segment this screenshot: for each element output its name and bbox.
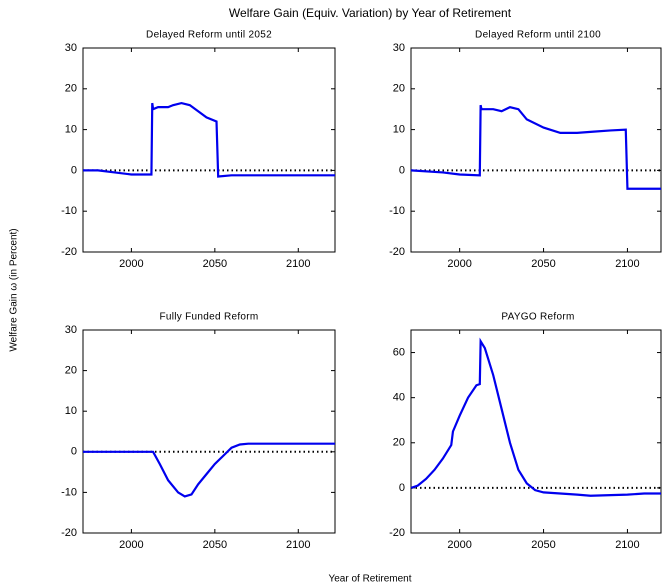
y-tick-label: -20 [61,246,77,258]
axes-box [410,329,662,534]
x-axis-label: Year of Retirement [328,574,411,585]
y-tick-label: 30 [65,42,77,54]
y-tick-label: 0 [399,164,405,176]
x-tick-label: 2050 [203,539,227,551]
y-tick-label: 20 [393,437,405,449]
y-tick-label: -20 [389,527,405,539]
y-tick-label: -10 [61,205,77,217]
data-line [83,442,335,498]
y-tick-label: 0 [71,446,77,458]
x-tick-label: 2050 [531,539,555,551]
subplot-title: Delayed Reform until 2052 [146,30,272,41]
figure-title: Welfare Gain (Equiv. Variation) by Year … [229,6,512,20]
x-tick-label: 2000 [119,539,143,551]
subplot-title: Delayed Reform until 2100 [475,30,601,41]
x-tick-label: 2100 [615,258,639,270]
subplot-title: PAYGO Reform [501,312,574,323]
y-tick-label: 30 [393,42,405,54]
y-tick-label: 0 [71,164,77,176]
x-tick-label: 2000 [447,539,471,551]
y-tick-label: 40 [393,392,405,404]
y-tick-label: -20 [61,527,77,539]
y-tick-label: -20 [389,246,405,258]
x-tick-label: 2100 [615,539,639,551]
y-tick-label: 10 [65,124,77,136]
y-tick-label: -10 [61,486,77,498]
axes-box [82,47,336,253]
data-line [410,104,661,190]
x-tick-label: 2050 [203,258,227,270]
y-tick-label: 30 [65,324,77,336]
data-line [83,101,335,178]
subplot-title: Fully Funded Reform [159,312,258,323]
x-tick-label: 2000 [447,258,471,270]
y-tick-label: 60 [393,346,405,358]
y-axis-label: Welfare Gain ω (in Percent) [9,228,20,351]
y-tick-label: 20 [65,83,77,95]
x-tick-label: 2100 [286,539,310,551]
x-tick-label: 2000 [119,258,143,270]
x-tick-label: 2100 [286,258,310,270]
y-tick-label: 10 [65,405,77,417]
y-tick-label: -10 [389,205,405,217]
y-tick-label: 20 [393,83,405,95]
x-tick-label: 2050 [531,258,555,270]
y-tick-label: 10 [393,124,405,136]
axes-box [82,329,336,534]
axes-box [410,47,662,253]
y-tick-label: 0 [399,482,405,494]
data-line [410,337,661,497]
y-tick-label: 20 [65,365,77,377]
